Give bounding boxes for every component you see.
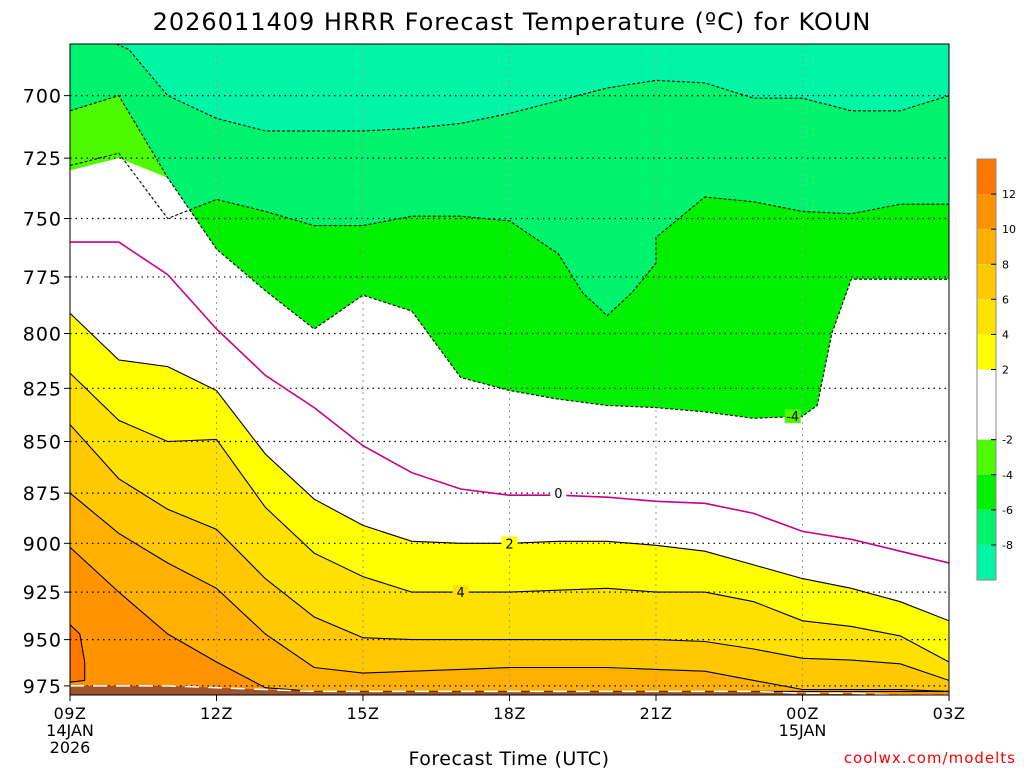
colorbar-band-minus-4 (977, 439, 996, 475)
isotherm-12 (70, 623, 86, 683)
isotherm-4 (70, 372, 949, 663)
isotherm-2-label: 2 (505, 537, 513, 552)
colorbar-band-2 (977, 334, 996, 370)
colorbar-label-6: 6 (1002, 293, 1009, 306)
colorbar-band-12 (977, 159, 996, 195)
isotherm-2-label-bg (501, 536, 518, 551)
isotherm-4-label-bg (452, 585, 469, 600)
colorbar: 12 10 8 6 4 2 -2 -4 -6 -8 (976, 158, 1016, 581)
colorbar-label-10: 10 (1002, 223, 1016, 236)
x-tick-label-12Z: 12Z (200, 704, 233, 723)
x-tick-label-18Z: 18Z (493, 704, 526, 723)
isotherm-6 (70, 424, 949, 681)
x-tick-sublabel-14JAN: 14JAN (46, 721, 94, 740)
y-tick-label-725: 725 (23, 148, 62, 170)
colorbar-label-4: 4 (1002, 328, 1009, 341)
y-tick-label-750: 750 (23, 209, 62, 231)
y-tick-label-825: 825 (23, 378, 62, 400)
isotherm-8 (70, 492, 949, 692)
colorbar-band-minus-2 (977, 369, 996, 440)
x-tick-label-00Z: 00Z (786, 704, 819, 723)
isotherm-0 (70, 241, 949, 564)
isotherm-minus-8 (116, 44, 949, 132)
colorbar-band-minus-8 (977, 509, 996, 545)
y-axis: 700 725 750 775 800 825 850 875 900 925 950 975 (23, 86, 70, 698)
y-tick-label-875: 875 (23, 483, 62, 505)
band-fill-6 (70, 424, 949, 695)
colorbar-band-minus-6 (977, 474, 996, 510)
x-tick-label-15Z: 15Z (347, 704, 380, 723)
isotherm-minus-4-label-bg (784, 409, 801, 424)
y-tick-label-900: 900 (23, 533, 62, 555)
colorbar-band-10 (977, 194, 996, 230)
y-tick-label-950: 950 (23, 630, 62, 652)
isotherm-minus-4-label: -4 (786, 410, 799, 425)
y-tick-label-800: 800 (23, 323, 62, 345)
colorbar-band-4 (977, 299, 996, 335)
colorbar-label-minus-6: -6 (1002, 504, 1013, 517)
colorbar-label-minus-8: -8 (1002, 539, 1013, 552)
isotherm-4-label: 4 (457, 586, 465, 601)
terrain-layer (70, 685, 949, 696)
colorbar-label-minus-4: -4 (1002, 469, 1013, 482)
colorbar-label-12: 12 (1002, 188, 1016, 201)
terrain-fill (70, 685, 949, 695)
band-fill-12 (70, 624, 85, 683)
colorbar-label-minus-2: -2 (1002, 434, 1013, 447)
colorbar-band-minus-10 (977, 544, 996, 580)
y-tick-label-775: 775 (23, 267, 62, 289)
y-tick-label-975: 975 (23, 676, 62, 698)
isotherm-minus-6 (70, 152, 949, 317)
terrain-surface-line (70, 685, 949, 696)
isotherm-0-label-bg (550, 486, 567, 501)
y-tick-label-850: 850 (23, 431, 62, 453)
x-tick-sublabel-2026: 2026 (50, 738, 91, 757)
colorbar-band-8 (977, 229, 996, 265)
y-tick-label-925: 925 (23, 582, 62, 604)
chart-title: 2026011409 HRRR Forecast Temperature (ºC… (153, 8, 872, 36)
x-axis-label: Forecast Time (UTC) (409, 748, 610, 768)
x-tick-label-09Z: 09Z (54, 704, 87, 723)
colorbar-band-6 (977, 264, 996, 300)
x-tick-sublabel-15JAN: 15JAN (779, 721, 827, 740)
isotherm-0-label: 0 (554, 487, 562, 502)
x-tick-label-03Z: 03Z (933, 704, 966, 723)
band-fill-10 (70, 547, 949, 695)
grid-lines (70, 44, 949, 695)
colorbar-label-8: 8 (1002, 258, 1009, 271)
isotherm-lines: -4 0 2 4 (70, 44, 949, 692)
colorbar-label-2: 2 (1002, 364, 1009, 377)
credit-text: coolwx.com/modelts (844, 749, 1016, 767)
band-fill-minus-2 (70, 158, 949, 563)
isotherm-minus-4 (70, 94, 949, 419)
x-tick-label-21Z: 21Z (640, 704, 673, 723)
y-tick-label-700: 700 (23, 86, 62, 108)
